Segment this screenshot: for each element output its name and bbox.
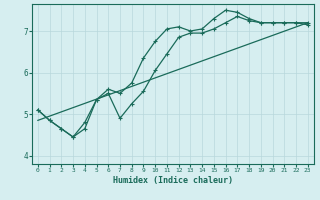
X-axis label: Humidex (Indice chaleur): Humidex (Indice chaleur)	[113, 176, 233, 185]
